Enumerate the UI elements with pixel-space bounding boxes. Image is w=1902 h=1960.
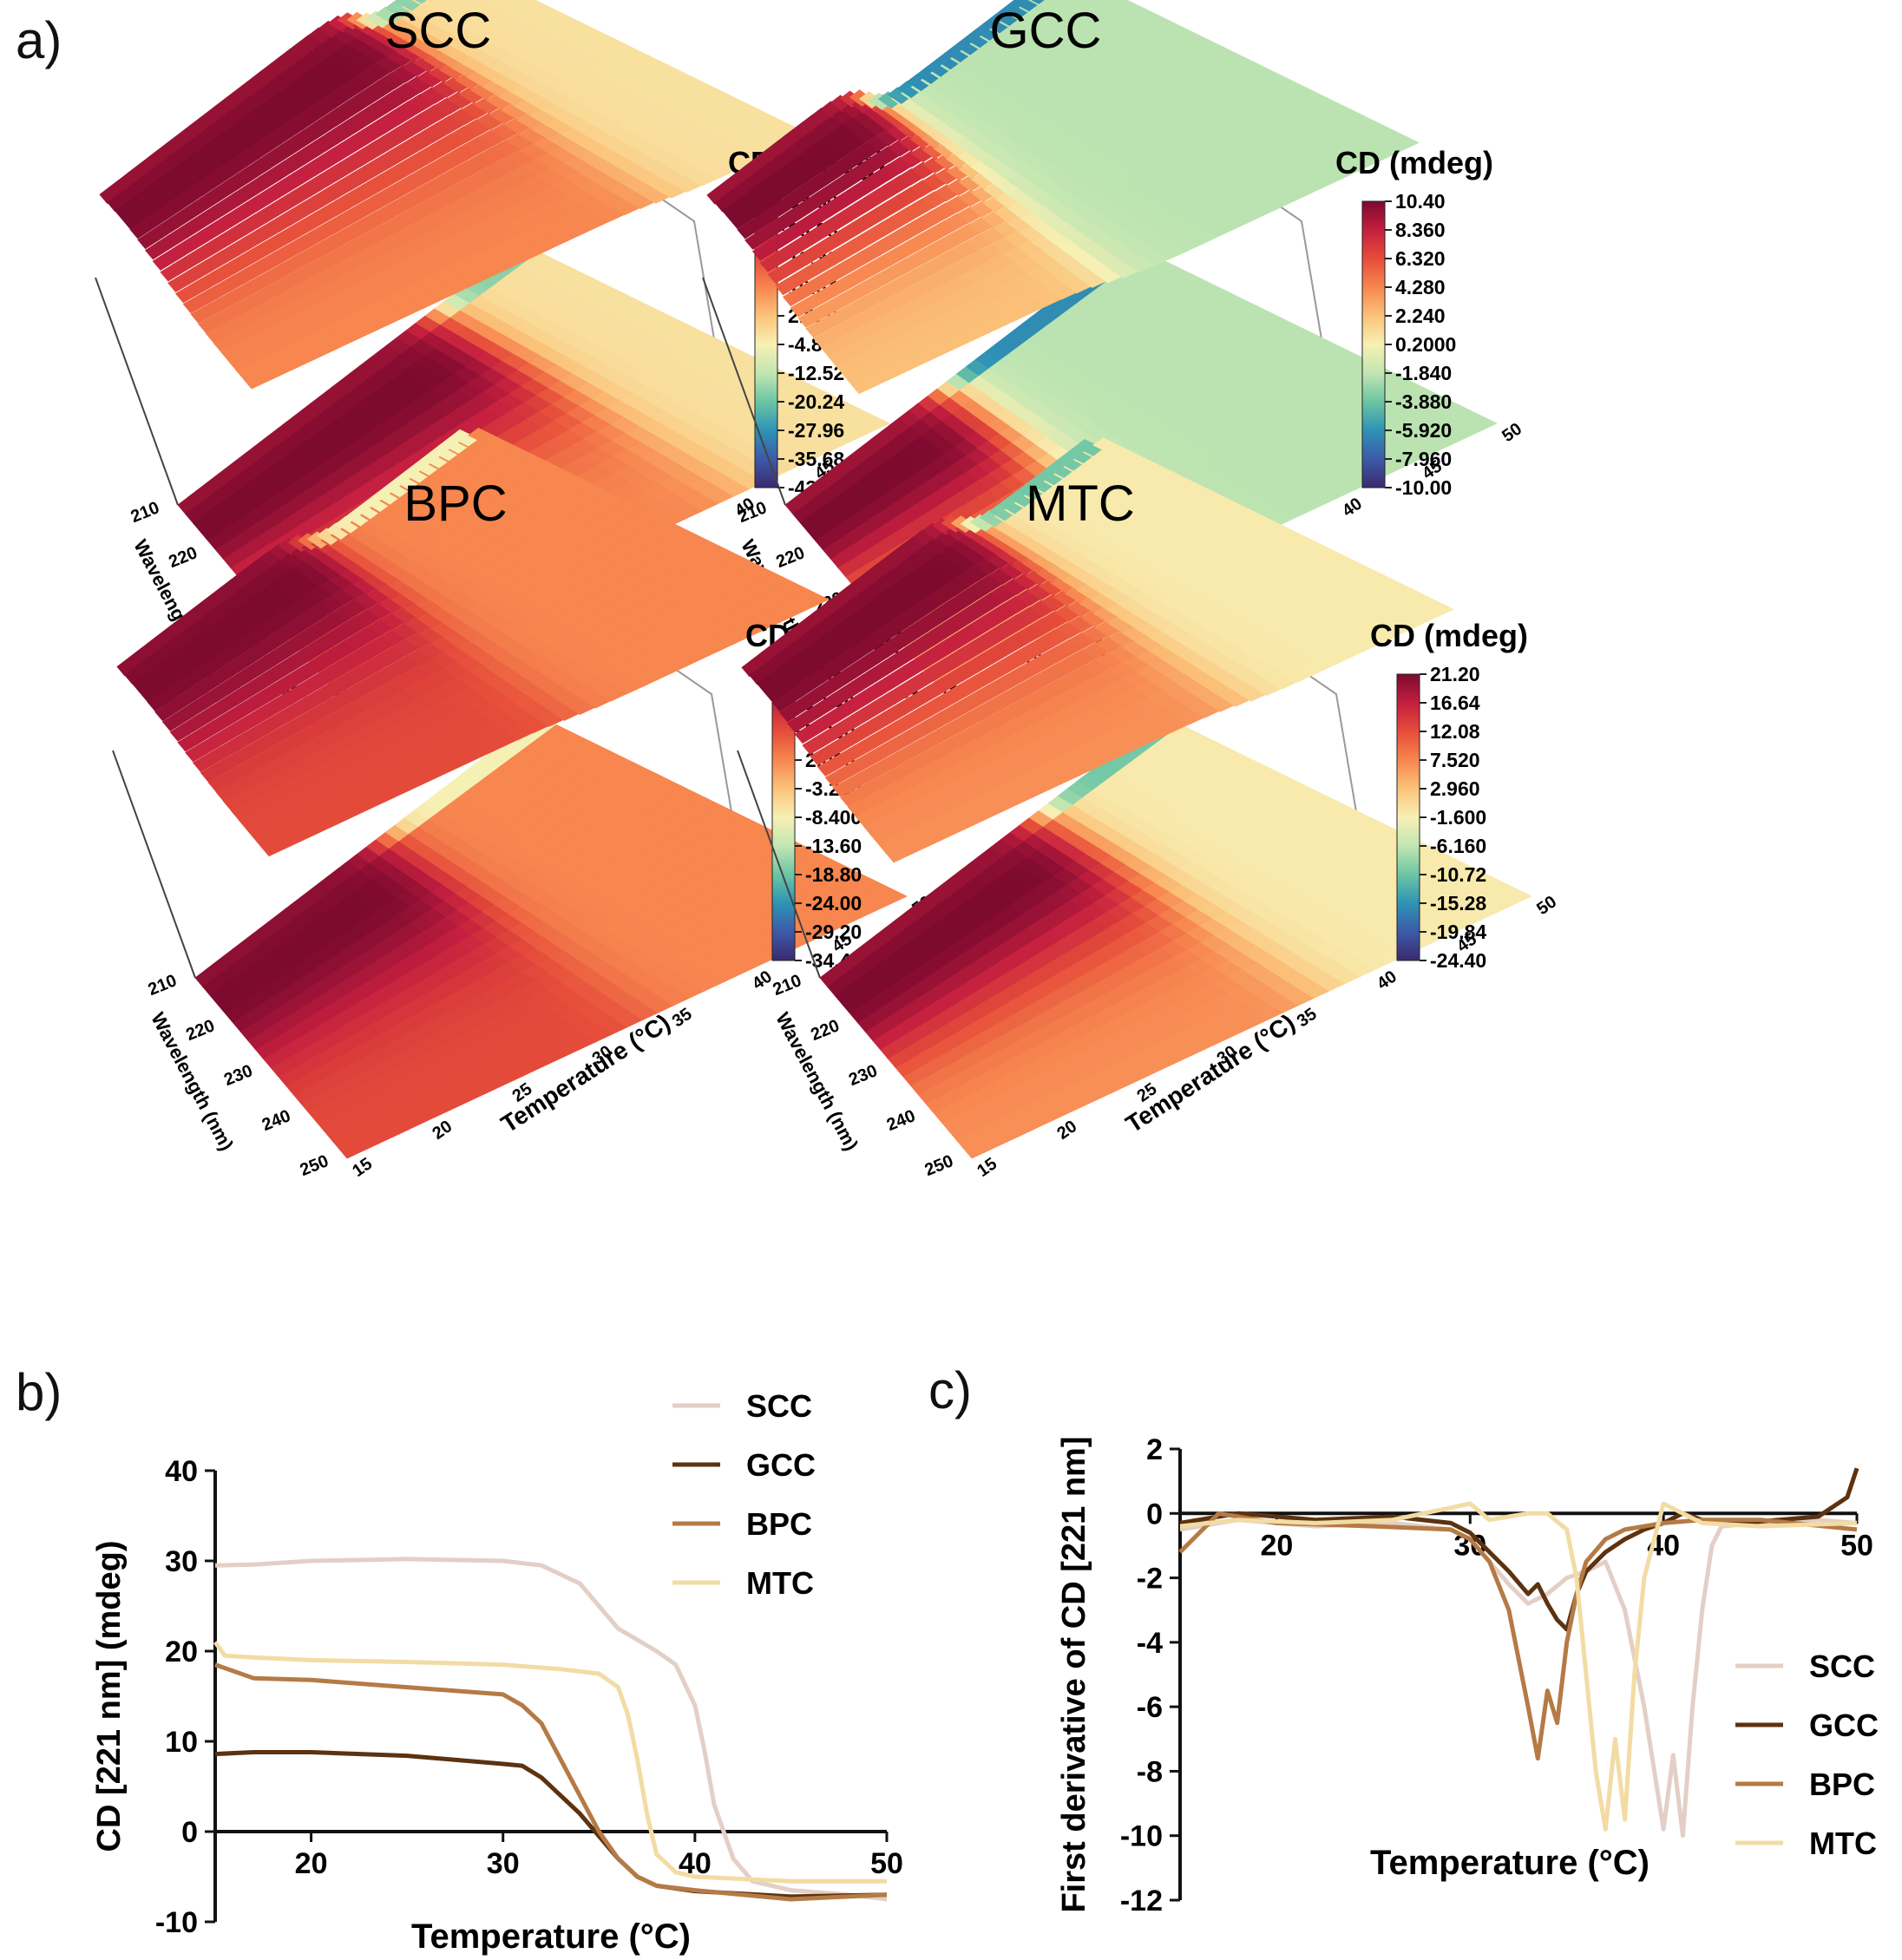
box-edge-left	[112, 750, 196, 979]
wavelength-tick: 220	[166, 543, 200, 572]
colorbar-tick-label: 0.2000	[1395, 333, 1456, 356]
surface-title: BPC	[403, 475, 507, 532]
colorbar-tick-label: -27.96	[788, 419, 844, 442]
box-edge-left	[702, 277, 786, 506]
temperature-tick: 35	[669, 1005, 696, 1032]
panel-label-c: c)	[928, 1361, 972, 1419]
wavelength-tick: 250	[298, 1151, 331, 1180]
colorbar-tick-label: -18.80	[805, 863, 862, 886]
colorbar-tick-label: -5.920	[1395, 419, 1452, 442]
colorbar-tick-label: -20.24	[788, 390, 844, 413]
surface-cell	[508, 0, 535, 8]
wavelength-tick: 240	[259, 1106, 293, 1135]
surface-cell	[434, 0, 443, 3]
box-edge-left	[95, 277, 179, 506]
temperature-tick: 40	[749, 967, 776, 994]
colorbar-tick-label: -3.880	[1395, 390, 1452, 413]
temperature-tick: 50	[1499, 419, 1525, 446]
colorbar-tick-label: -7.960	[1395, 448, 1452, 470]
colorbar-tick-label: -29.20	[805, 921, 862, 943]
upper-surface	[99, 0, 812, 390]
wavelength-tick: 220	[773, 543, 807, 572]
colorbar-tick-label: -12.52	[788, 362, 844, 384]
surface-title: GCC	[990, 3, 1102, 59]
colorbar-tick-label: -10.00	[1395, 476, 1452, 499]
surface-title: SCC	[385, 3, 491, 59]
colorbar-tick-label: -24.00	[805, 892, 862, 914]
temperature-tick: 20	[429, 1117, 456, 1144]
surface-cell	[458, 0, 473, 4]
wavelength-tick: 230	[221, 1061, 255, 1090]
colorbar-tick-label: 6.320	[1395, 247, 1446, 270]
colorbar-title: CD (mdeg)	[1335, 145, 1493, 180]
temperature-tick: 15	[349, 1154, 376, 1181]
wavelength-tick: 210	[146, 971, 180, 1000]
colorbar-tick-label: 2.240	[1395, 305, 1446, 327]
colorbar-tick-label: 4.280	[1395, 276, 1446, 298]
wavelength-tick: 210	[128, 498, 162, 527]
colorbar-gradient	[1361, 200, 1386, 488]
colorbar-tick-label: 8.360	[1395, 219, 1446, 241]
colorbar-tick-label: 10.40	[1395, 190, 1446, 213]
surface-cell	[483, 0, 504, 6]
surface-cell	[414, 0, 427, 4]
heatmap-cell	[855, 414, 890, 431]
panel-label-a: a)	[16, 11, 62, 69]
colorbar-tick-label: -13.60	[805, 835, 862, 857]
wavelength-tick: 220	[183, 1016, 217, 1045]
panel-label-b: b)	[16, 1363, 62, 1421]
colorbar-tick-label: -1.840	[1395, 362, 1452, 384]
temperature-tick: 40	[1339, 495, 1366, 521]
